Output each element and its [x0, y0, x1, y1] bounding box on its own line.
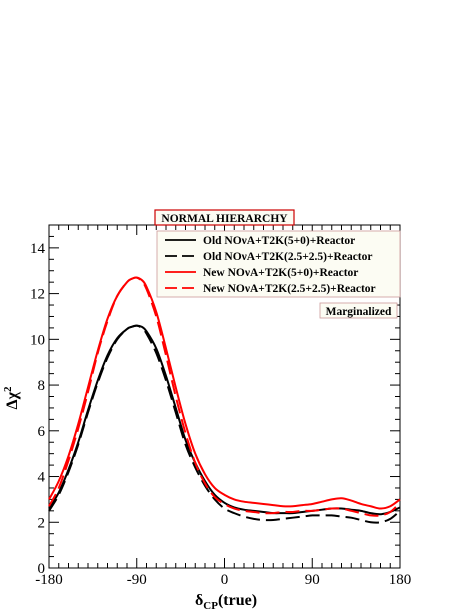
axis-ticks: -180 -90 0 90 180 0 2 4 6 8 10 12 14 — [30, 224, 412, 588]
legend-label-3: New NOνA+T2K(5+0)+Reactor — [203, 267, 358, 279]
y-tick-label: 14 — [30, 241, 46, 257]
y-axis-title-main: Δχ — [4, 391, 21, 409]
chart-title-box: NORMAL HIERARCHY — [154, 209, 295, 226]
x-tick-label: -90 — [127, 572, 147, 588]
x-axis-title: δCP(true) — [195, 592, 257, 612]
x-tick-label: -180 — [35, 572, 63, 588]
annotation-marginalized: Marginalized — [326, 306, 392, 318]
y-axis-title: Δχ2 — [2, 386, 21, 409]
legend-label-1: Old NOνA+T2K(5+0)+Reactor — [203, 235, 355, 247]
y-tick-label: 4 — [38, 470, 46, 486]
x-tick-label: 90 — [305, 572, 320, 588]
legend-label-2: Old NOνA+T2K(2.5+2.5)+Reactor — [203, 251, 373, 263]
annotation-box: Marginalized — [319, 302, 398, 319]
series-line-1 — [48, 324, 401, 516]
y-tick-label: 0 — [38, 561, 46, 577]
y-tick-label: 2 — [38, 515, 46, 531]
y-axis-title-sup: 2 — [2, 386, 14, 392]
x-axis-title-sub: CP — [203, 600, 218, 612]
y-tick-label: 8 — [38, 378, 46, 394]
legend-label-4: New NOνA+T2K(2.5+2.5)+Reactor — [203, 283, 376, 295]
y-tick-label: 12 — [30, 287, 45, 303]
legend: Old NOνA+T2K(5+0)+Reactor Old NOνA+T2K(2.… — [156, 230, 401, 298]
series-line-4 — [48, 276, 401, 517]
x-axis-title-main: δ — [195, 592, 203, 609]
chart-title: NORMAL HIERARCHY — [161, 213, 288, 225]
y-tick-label: 6 — [38, 424, 46, 440]
y-tick-label: 10 — [30, 332, 45, 348]
series-line-2 — [48, 324, 401, 524]
x-tick-label: 180 — [389, 572, 412, 588]
series-lines — [48, 276, 401, 524]
x-axis-title-suffix: (true) — [218, 592, 257, 609]
x-tick-label: 0 — [221, 572, 229, 588]
